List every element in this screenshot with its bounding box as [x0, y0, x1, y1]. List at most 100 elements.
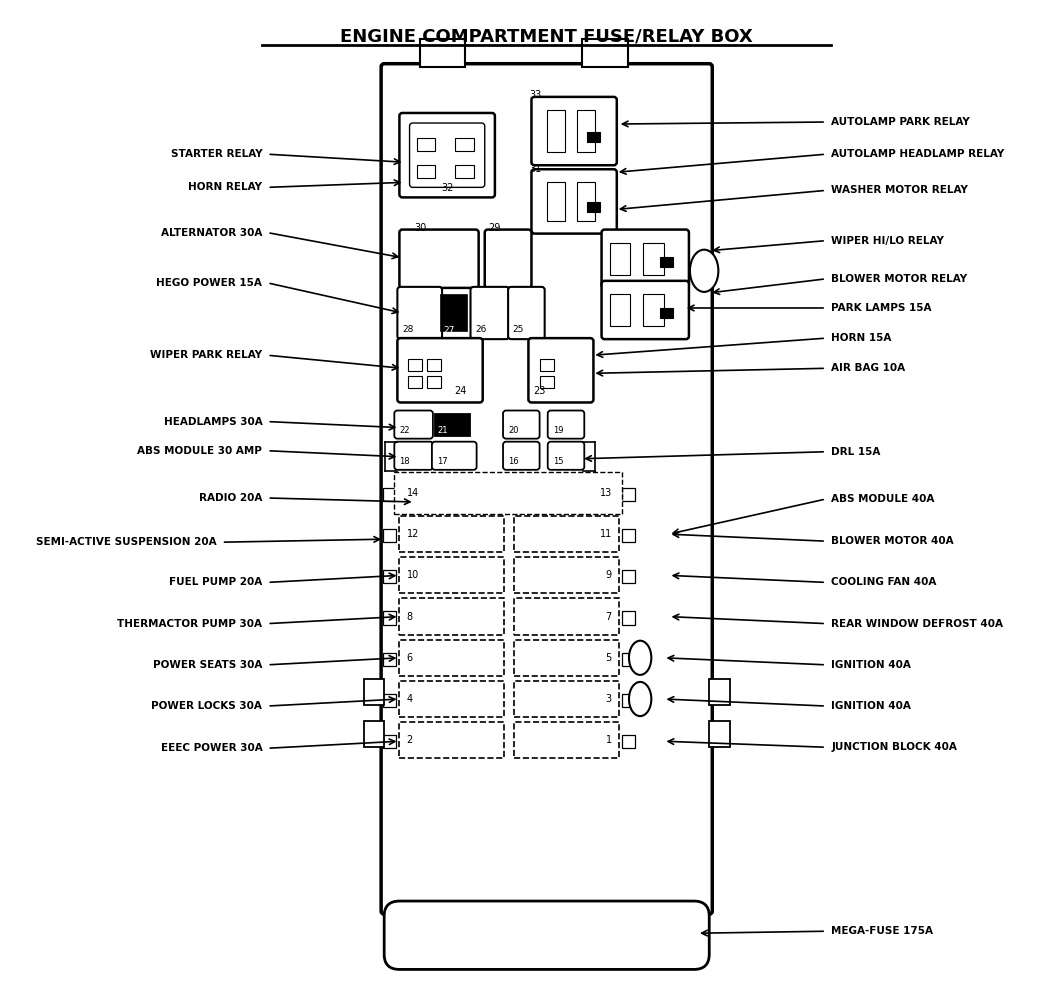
Bar	[441, 295, 468, 331]
Text: POWER LOCKS 30A: POWER LOCKS 30A	[151, 701, 262, 711]
Text: 28: 28	[402, 326, 414, 334]
Text: ENGINE COMPARTMENT FUSE/RELAY BOX: ENGINE COMPARTMENT FUSE/RELAY BOX	[340, 27, 753, 45]
Ellipse shape	[629, 682, 652, 716]
Bar	[622, 653, 635, 665]
Bar	[540, 359, 553, 371]
Bar	[364, 679, 384, 705]
Bar	[514, 681, 619, 717]
Bar	[622, 694, 635, 707]
Text: PARK LAMPS 15A: PARK LAMPS 15A	[831, 303, 931, 312]
FancyBboxPatch shape	[602, 230, 689, 288]
Bar	[582, 38, 628, 67]
Text: DRL 15A: DRL 15A	[831, 447, 881, 457]
Text: COOLING FAN 40A: COOLING FAN 40A	[831, 578, 937, 588]
FancyBboxPatch shape	[394, 442, 433, 470]
Text: 4: 4	[407, 695, 413, 704]
FancyBboxPatch shape	[410, 123, 485, 187]
Text: THERMACTOR PUMP 30A: THERMACTOR PUMP 30A	[117, 619, 262, 629]
Text: 31: 31	[529, 164, 542, 174]
Bar	[660, 257, 673, 267]
Text: AUTOLAMP PARK RELAY: AUTOLAMP PARK RELAY	[831, 117, 969, 127]
FancyBboxPatch shape	[531, 169, 617, 234]
Bar	[399, 640, 504, 676]
Bar	[622, 612, 635, 625]
Bar	[710, 679, 730, 705]
Bar	[587, 132, 600, 142]
Bar	[514, 557, 619, 594]
Text: WASHER MOTOR RELAY: WASHER MOTOR RELAY	[831, 185, 968, 196]
Text: EEEC POWER 30A: EEEC POWER 30A	[161, 743, 262, 753]
Bar	[427, 359, 441, 371]
FancyBboxPatch shape	[381, 64, 713, 914]
Bar	[419, 38, 466, 67]
Bar	[399, 516, 504, 552]
Bar	[514, 640, 619, 676]
Text: POWER SEATS 30A: POWER SEATS 30A	[153, 660, 262, 670]
Bar	[514, 599, 619, 635]
Text: 16: 16	[508, 457, 518, 466]
FancyBboxPatch shape	[548, 410, 584, 438]
Text: 29: 29	[488, 223, 501, 233]
FancyBboxPatch shape	[397, 287, 442, 339]
Text: 3: 3	[605, 695, 611, 704]
Bar	[514, 722, 619, 758]
FancyBboxPatch shape	[485, 230, 531, 288]
Bar	[578, 182, 596, 221]
Bar	[399, 557, 504, 594]
Text: 32: 32	[441, 183, 453, 194]
Bar	[417, 165, 435, 178]
Text: HEADLAMPS 30A: HEADLAMPS 30A	[164, 416, 262, 426]
FancyBboxPatch shape	[394, 410, 433, 438]
Bar	[609, 243, 630, 275]
Bar	[399, 722, 504, 758]
Bar	[643, 243, 663, 275]
Bar	[417, 138, 435, 151]
Text: HORN RELAY: HORN RELAY	[188, 182, 262, 193]
Bar	[514, 516, 619, 552]
Text: WIPER PARK RELAY: WIPER PARK RELAY	[150, 350, 262, 360]
Text: 5: 5	[605, 653, 611, 663]
Text: ABS MODULE 40A: ABS MODULE 40A	[831, 494, 935, 504]
Bar	[643, 294, 663, 326]
Bar	[383, 571, 396, 584]
Ellipse shape	[690, 250, 718, 292]
FancyBboxPatch shape	[508, 287, 545, 339]
Text: HORN 15A: HORN 15A	[831, 333, 891, 343]
Bar	[455, 138, 473, 151]
Text: 12: 12	[407, 529, 419, 539]
FancyBboxPatch shape	[399, 230, 478, 288]
Bar	[710, 721, 730, 747]
FancyBboxPatch shape	[397, 338, 483, 402]
Bar	[547, 110, 565, 152]
FancyBboxPatch shape	[471, 287, 509, 339]
Text: 17: 17	[437, 457, 448, 466]
Bar	[514, 475, 619, 511]
Text: AUTOLAMP HEADLAMP RELAY: AUTOLAMP HEADLAMP RELAY	[831, 149, 1004, 159]
Text: JUNCTION BLOCK 40A: JUNCTION BLOCK 40A	[831, 742, 957, 752]
Text: WIPER HI/LO RELAY: WIPER HI/LO RELAY	[831, 236, 944, 246]
Text: 13: 13	[600, 488, 611, 498]
Text: 21: 21	[437, 425, 448, 434]
FancyBboxPatch shape	[602, 281, 689, 339]
Bar	[408, 359, 421, 371]
Text: BLOWER MOTOR RELAY: BLOWER MOTOR RELAY	[831, 274, 967, 284]
FancyBboxPatch shape	[399, 113, 495, 198]
Text: IGNITION 40A: IGNITION 40A	[831, 701, 911, 711]
Text: 14: 14	[407, 488, 419, 498]
Text: IGNITION 40A: IGNITION 40A	[831, 660, 911, 670]
Bar	[383, 653, 396, 665]
Text: REAR WINDOW DEFROST 40A: REAR WINDOW DEFROST 40A	[831, 619, 1003, 629]
Bar	[622, 488, 635, 501]
Text: 23: 23	[533, 386, 546, 396]
Text: 1: 1	[605, 735, 611, 745]
Text: 10: 10	[407, 571, 419, 581]
Text: MEGA-FUSE 175A: MEGA-FUSE 175A	[831, 926, 934, 936]
FancyBboxPatch shape	[531, 97, 617, 165]
Text: 8: 8	[407, 612, 413, 622]
Bar	[394, 472, 622, 514]
Text: ABS MODULE 30 AMP: ABS MODULE 30 AMP	[137, 446, 262, 456]
FancyBboxPatch shape	[548, 442, 584, 470]
Bar	[383, 612, 396, 625]
Bar	[455, 165, 473, 178]
FancyBboxPatch shape	[384, 901, 710, 970]
